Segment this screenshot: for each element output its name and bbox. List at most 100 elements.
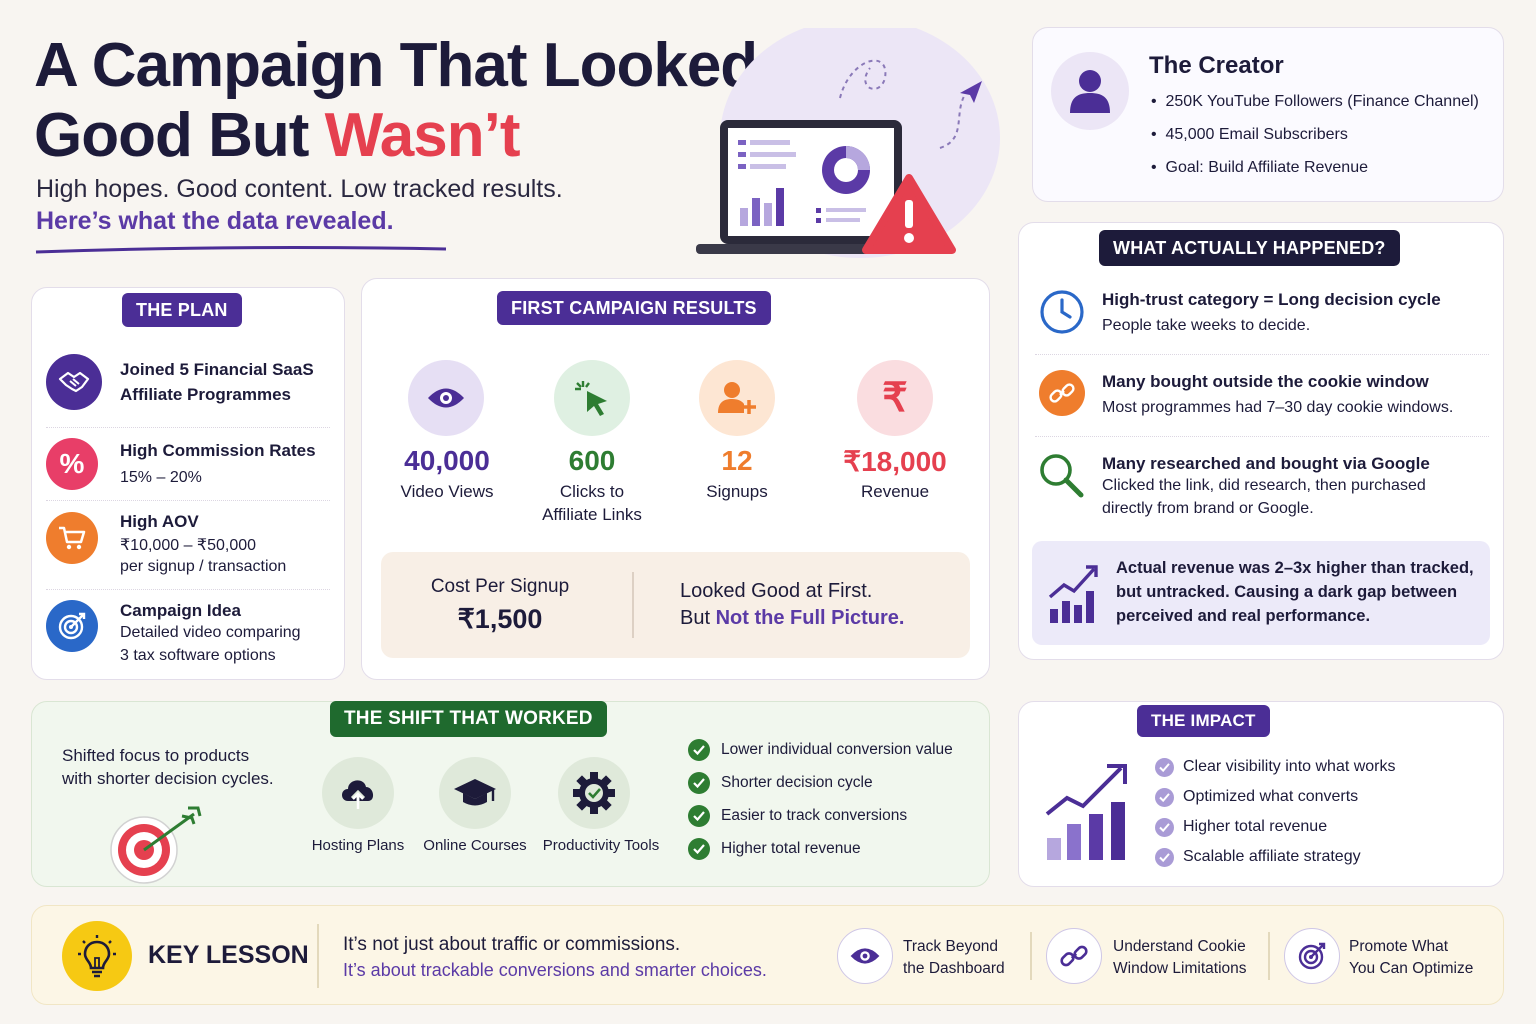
eye-icon bbox=[408, 360, 484, 436]
lesson-line1: It’s not just about traffic or commissio… bbox=[343, 934, 681, 955]
cart-icon bbox=[46, 512, 98, 564]
link-icon bbox=[1039, 370, 1085, 416]
shift-desc-line2: with shorter decision cycles. bbox=[62, 769, 274, 788]
tip-2-line2: Window Limitations bbox=[1113, 960, 1247, 977]
lesson-line2: It’s about trackable conversions and sma… bbox=[343, 960, 767, 980]
happened-2-title: Many bought outside the cookie window bbox=[1102, 372, 1429, 391]
plan-item-3-title: High AOV bbox=[120, 512, 199, 531]
shift-check-3: Easier to track conversions bbox=[721, 807, 908, 824]
product-tools: Productivity Tools bbox=[542, 837, 660, 854]
plan-card: THE PLAN Joined 5 Financial SaaS Affilia… bbox=[31, 287, 345, 680]
stat-revenue-label: Revenue bbox=[860, 482, 930, 501]
happened-card: WHAT ACTUALLY HAPPENED? High-trust categ… bbox=[1018, 222, 1504, 660]
plan-item-1-title2: Affiliate Programmes bbox=[120, 385, 291, 404]
impact-card: THE IMPACT Clear visibility into what wo… bbox=[1018, 701, 1504, 887]
title-part-a: Good But bbox=[34, 101, 325, 170]
looked-good-line2: But Not the Full Picture. bbox=[680, 607, 905, 629]
stat-signups-value: 12 bbox=[721, 445, 753, 476]
percent-icon: % bbox=[46, 438, 98, 490]
subtitle: High hopes. Good content. Low tracked re… bbox=[36, 175, 563, 203]
happened-3-line1: Clicked the link, did research, then pur… bbox=[1102, 477, 1426, 494]
shift-check-1: Lower individual conversion value bbox=[721, 741, 953, 758]
clock-icon bbox=[1039, 289, 1085, 335]
subtitle-highlight: Here’s what the data revealed. bbox=[36, 207, 394, 235]
plan-label: THE PLAN bbox=[122, 293, 242, 327]
gear-icon bbox=[558, 757, 630, 829]
creator-bullet-1: • 250K YouTube Followers (Finance Channe… bbox=[1151, 93, 1479, 110]
check-icon bbox=[1155, 758, 1174, 777]
check-icon bbox=[688, 739, 710, 761]
user-icon bbox=[1051, 52, 1129, 130]
title-highlight: Wasn’t bbox=[324, 101, 521, 170]
graduation-cap-icon bbox=[439, 757, 511, 829]
link-icon bbox=[1046, 928, 1102, 984]
plan-item-4-title: Campaign Idea bbox=[120, 601, 241, 620]
callout-line1: Actual revenue was 2–3x higher than trac… bbox=[1116, 559, 1474, 577]
not-full-picture: Not the Full Picture. bbox=[715, 607, 905, 629]
plan-item-4-line2: 3 tax software options bbox=[120, 647, 276, 664]
search-icon bbox=[1037, 451, 1085, 499]
plan-item-3-line2: per signup / transaction bbox=[120, 558, 287, 575]
key-lesson-bar: KEY LESSON It’s not just about traffic o… bbox=[31, 905, 1504, 1005]
impact-item-1: Clear visibility into what works bbox=[1183, 758, 1396, 775]
bullseye-icon bbox=[110, 806, 202, 884]
product-hosting: Hosting Plans bbox=[311, 837, 405, 854]
shift-card: THE SHIFT THAT WORKED Shifted focus to p… bbox=[31, 701, 990, 887]
results-label: FIRST CAMPAIGN RESULTS bbox=[497, 291, 771, 325]
stat-clicks-label2: Affiliate Links bbox=[542, 505, 642, 524]
plan-item-1-title: Joined 5 Financial SaaS bbox=[120, 360, 314, 379]
impact-item-2: Optimized what converts bbox=[1183, 788, 1359, 805]
check-icon bbox=[688, 772, 710, 794]
shift-label: THE SHIFT THAT WORKED bbox=[330, 701, 607, 737]
rupee-icon: ₹ bbox=[857, 360, 933, 436]
creator-card: The Creator • 250K YouTube Followers (Fi… bbox=[1032, 27, 1504, 202]
plan-item-3-line1: ₹10,000 – ₹50,000 bbox=[120, 537, 257, 554]
bulb-icon bbox=[62, 921, 132, 991]
happened-label: WHAT ACTUALLY HAPPENED? bbox=[1099, 230, 1400, 266]
stat-clicks-value: 600 bbox=[568, 445, 616, 476]
stat-clicks-label: Clicks to bbox=[559, 482, 625, 501]
happened-3-title: Many researched and bought via Google bbox=[1102, 454, 1430, 473]
callout-line3: perceived and real performance. bbox=[1116, 607, 1371, 625]
untracked-callout: Actual revenue was 2–3x higher than trac… bbox=[1032, 541, 1490, 645]
stat-views-value: 40,000 bbox=[404, 445, 490, 476]
page-title-line2: Good But Wasn’t bbox=[34, 100, 521, 171]
tip-1-line2: the Dashboard bbox=[903, 960, 1005, 977]
happened-1-line1: People take weeks to decide. bbox=[1102, 317, 1311, 334]
underline-stroke bbox=[35, 246, 447, 254]
looked-good-line1: Looked Good at First. bbox=[680, 580, 873, 602]
happened-2-line1: Most programmes had 7–30 day cookie wind… bbox=[1102, 399, 1454, 416]
laptop-dashboard-icon bbox=[696, 28, 1000, 258]
tip-1-line1: Track Beyond bbox=[903, 938, 999, 955]
plan-item-2-line1: 15% – 20% bbox=[120, 469, 202, 486]
handshake-icon bbox=[46, 354, 102, 410]
growth-chart-icon bbox=[1048, 565, 1098, 623]
stat-revenue-value: ₹18,000 bbox=[843, 446, 947, 477]
tip-3-line1: Promote What bbox=[1349, 938, 1449, 955]
cursor-click-icon bbox=[554, 360, 630, 436]
creator-bullet-2: • 45,000 Email Subscribers bbox=[1151, 126, 1348, 143]
tip-2-line1: Understand Cookie bbox=[1113, 938, 1246, 955]
tip-3-line2: You Can Optimize bbox=[1349, 960, 1474, 977]
impact-item-3: Higher total revenue bbox=[1183, 818, 1328, 835]
shift-check-2: Shorter decision cycle bbox=[721, 774, 873, 791]
creator-bullet-3: • Goal: Build Affiliate Revenue bbox=[1151, 159, 1368, 176]
check-icon bbox=[1155, 818, 1174, 837]
creator-title: The Creator bbox=[1149, 52, 1284, 79]
cps-value: ₹1,500 bbox=[457, 604, 543, 634]
check-icon bbox=[1155, 848, 1174, 867]
impact-label: THE IMPACT bbox=[1137, 705, 1270, 737]
check-icon bbox=[1155, 788, 1174, 807]
shift-desc-line1: Shifted focus to products bbox=[62, 746, 250, 765]
results-card: FIRST CAMPAIGN RESULTS ₹ 40,000 Video Vi… bbox=[361, 278, 990, 680]
page-title-line1: A Campaign That Looked bbox=[34, 31, 758, 100]
check-icon bbox=[688, 805, 710, 827]
plan-item-2-title: High Commission Rates bbox=[120, 441, 316, 460]
callout-line2: but untracked. Causing a dark gap betwee… bbox=[1116, 583, 1458, 601]
eye-icon bbox=[837, 928, 893, 984]
user-plus-icon bbox=[699, 360, 775, 436]
product-courses: Online Courses bbox=[423, 837, 527, 854]
stat-views-label: Video Views bbox=[400, 482, 494, 501]
target-icon bbox=[46, 600, 98, 652]
key-lesson-label: KEY LESSON bbox=[148, 941, 309, 969]
